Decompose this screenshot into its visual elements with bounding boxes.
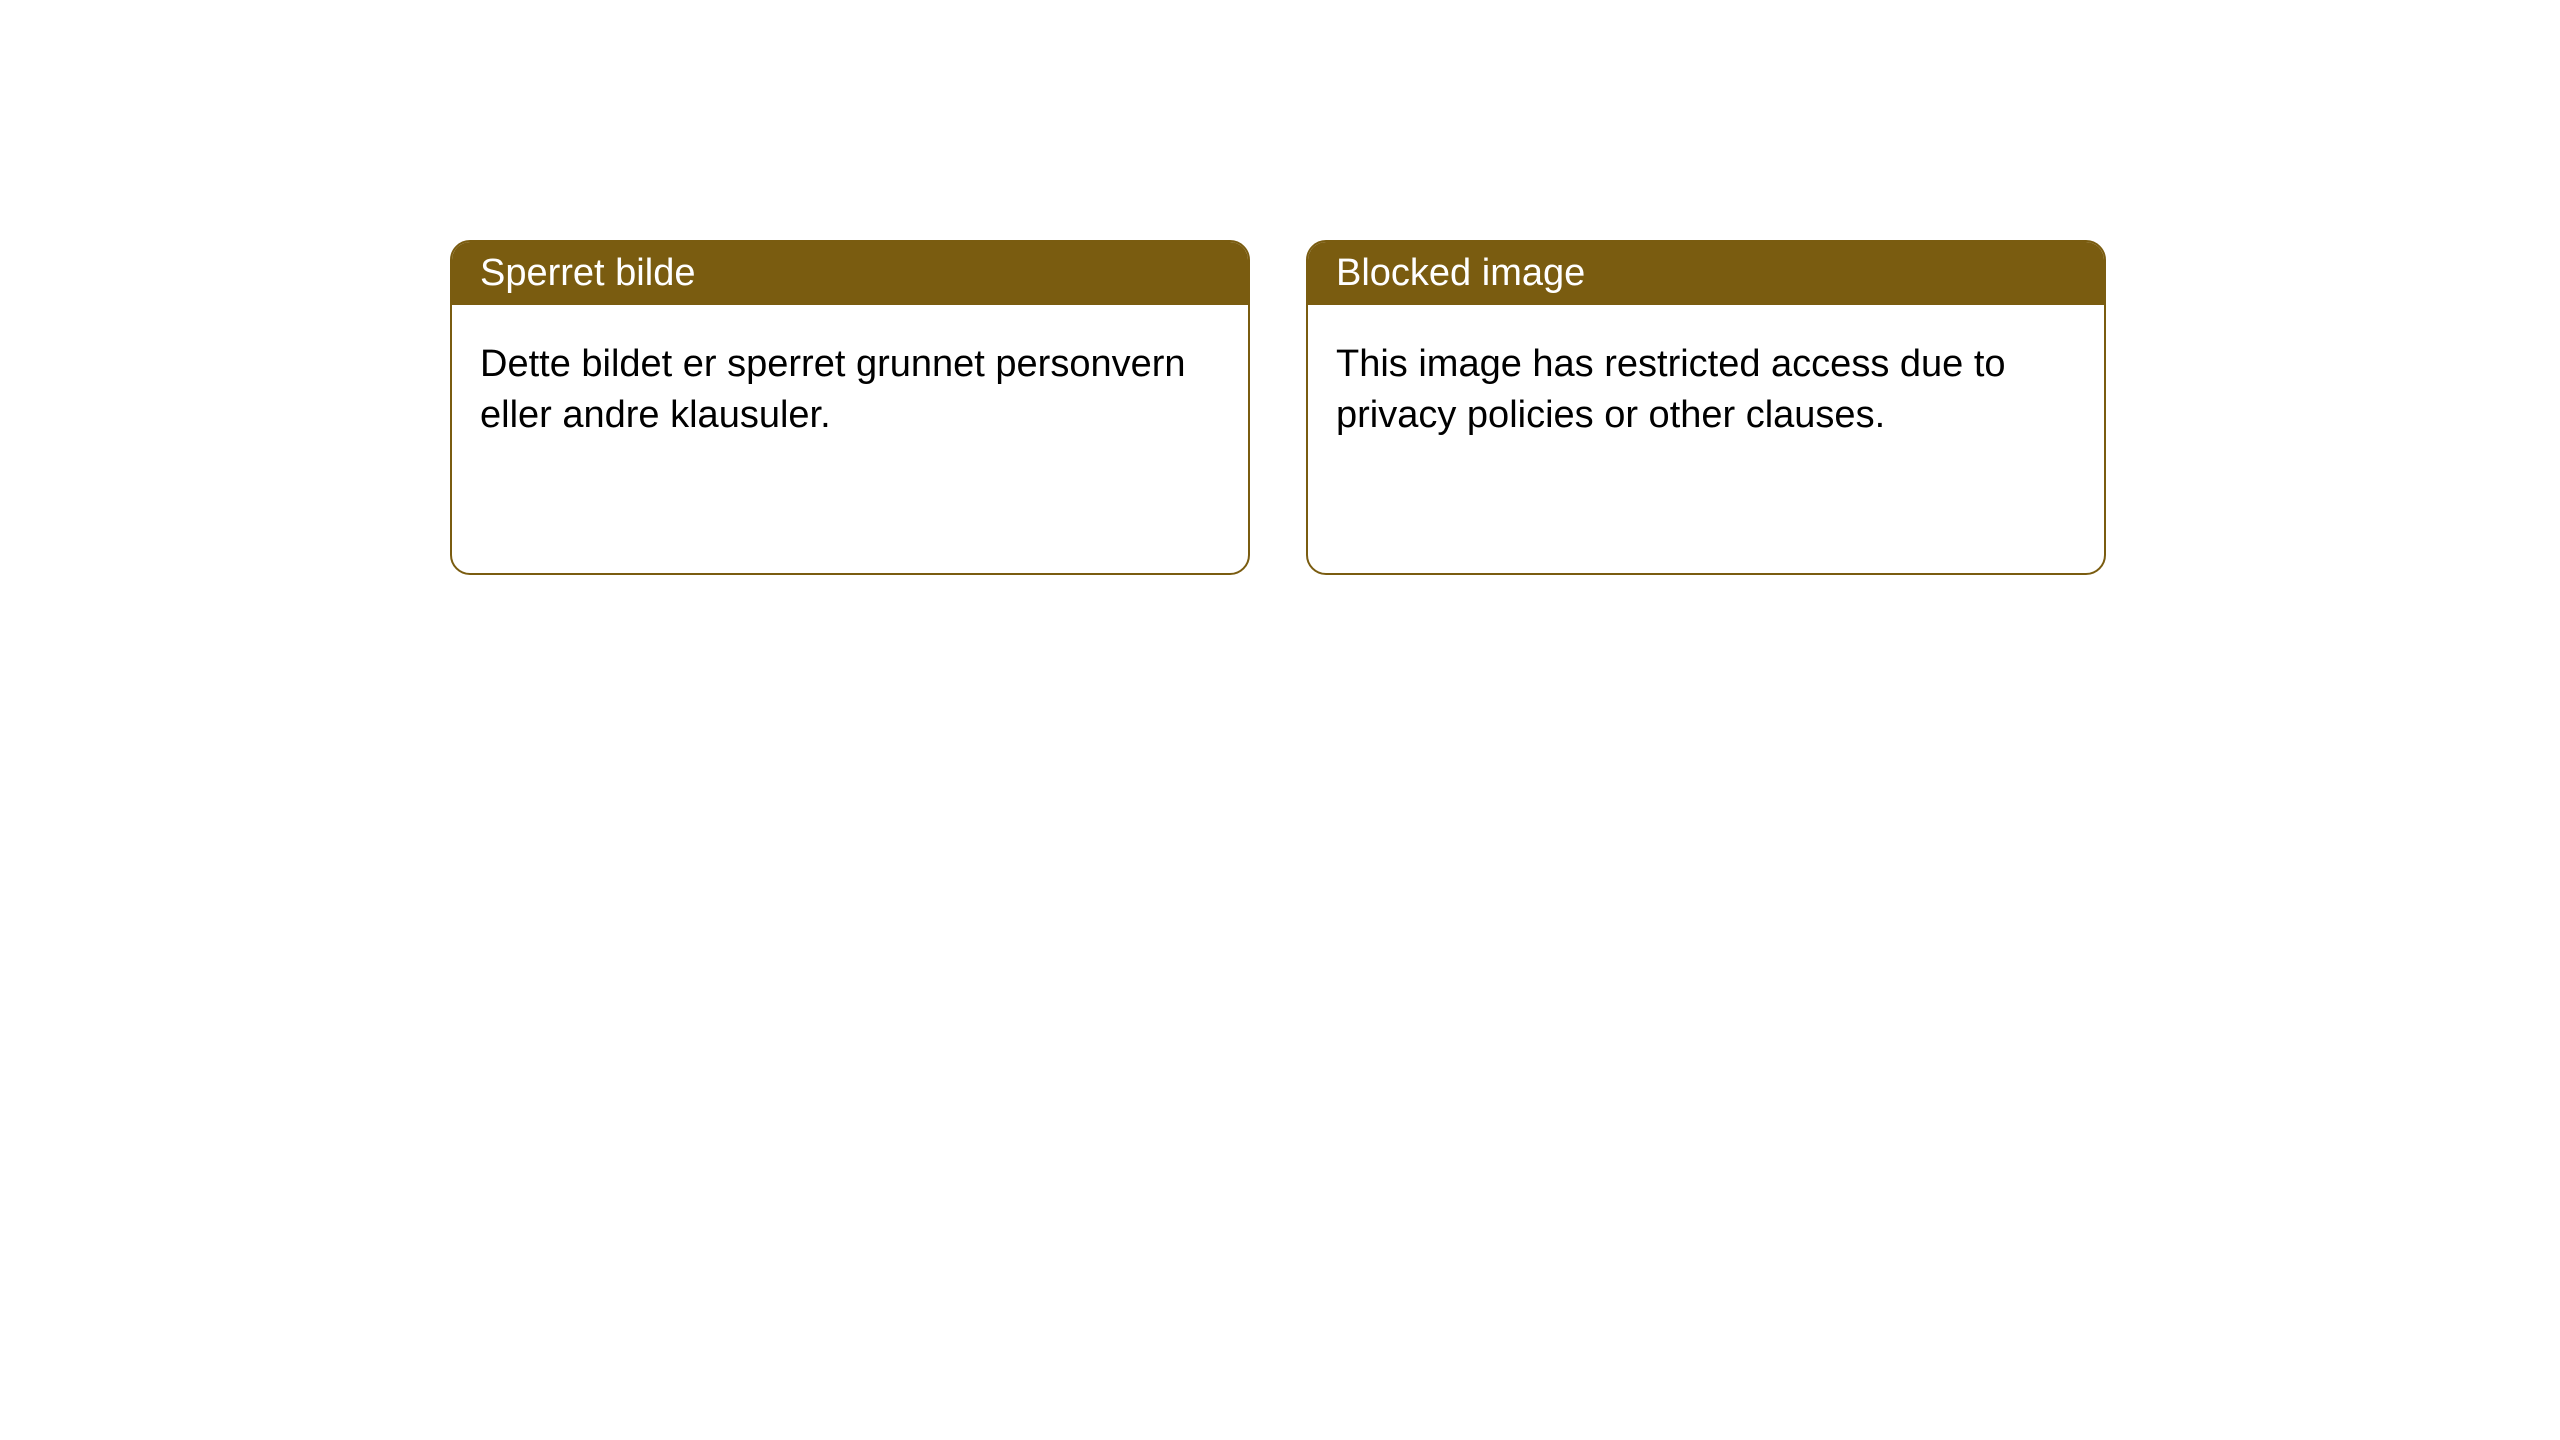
notice-container: Sperret bilde Dette bildet er sperret gr… (0, 0, 2560, 575)
notice-title-en: Blocked image (1308, 242, 2104, 305)
notice-body-no: Dette bildet er sperret grunnet personve… (452, 305, 1248, 476)
notice-card-en: Blocked image This image has restricted … (1306, 240, 2106, 575)
notice-card-no: Sperret bilde Dette bildet er sperret gr… (450, 240, 1250, 575)
notice-body-en: This image has restricted access due to … (1308, 305, 2104, 476)
notice-title-no: Sperret bilde (452, 242, 1248, 305)
